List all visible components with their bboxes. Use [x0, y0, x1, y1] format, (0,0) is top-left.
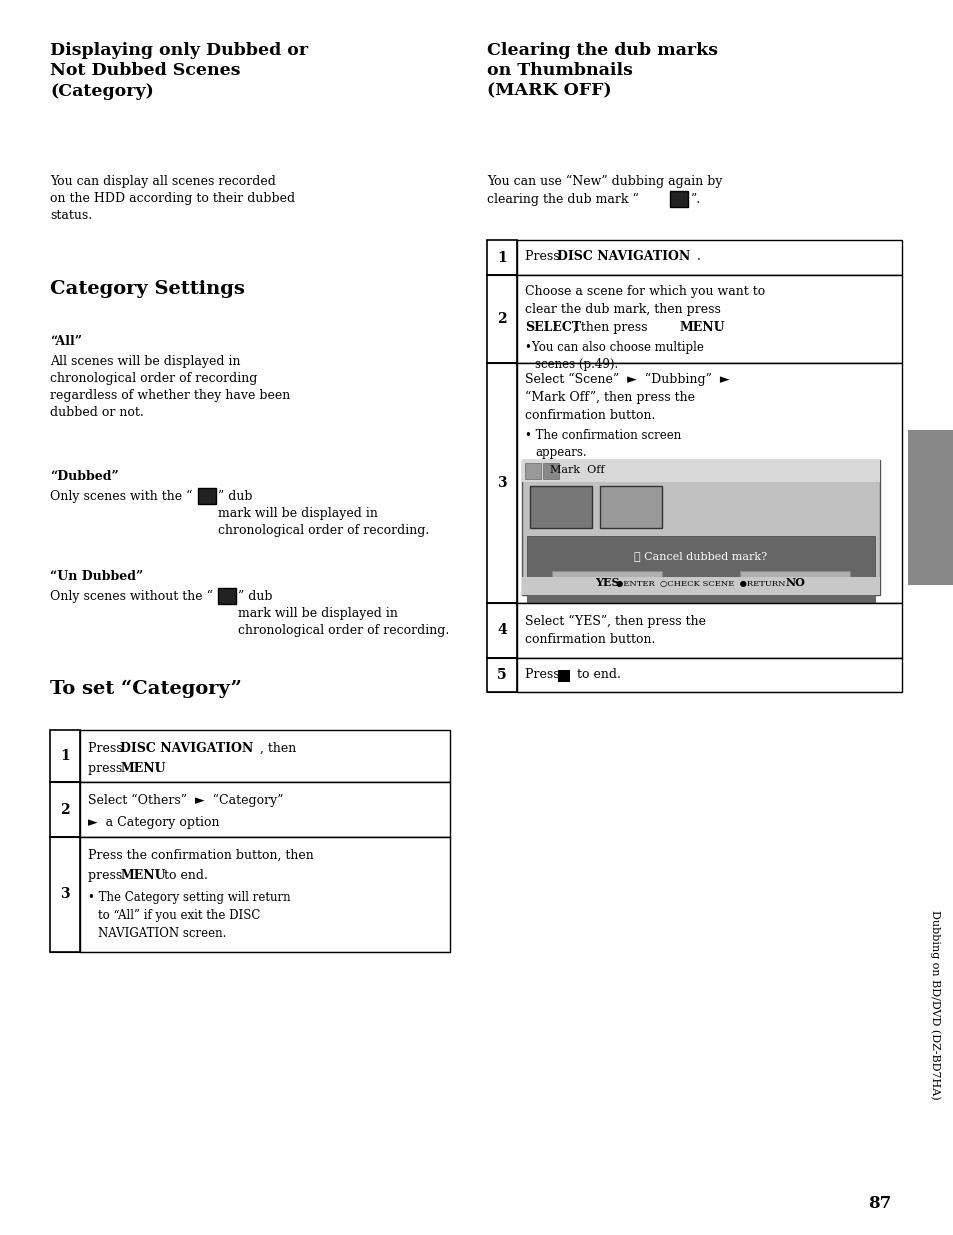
Text: ” dub
mark will be displayed in
chronological order of recording.: ” dub mark will be displayed in chronolo…: [237, 590, 449, 637]
Text: to end.: to end.: [160, 869, 208, 882]
Text: To set “Category”: To set “Category”: [50, 680, 242, 698]
Text: 1: 1: [497, 251, 506, 264]
Bar: [80, 837, 450, 952]
Bar: [80, 782, 450, 837]
Text: .: .: [718, 321, 721, 333]
Text: Select “Scene”  ►  “Dubbing”  ►: Select “Scene” ► “Dubbing” ►: [524, 373, 729, 387]
Text: Clearing the dub marks
on Thumbnails
(MARK OFF): Clearing the dub marks on Thumbnails (MA…: [486, 42, 718, 100]
Text: NAVIGATION screen.: NAVIGATION screen.: [98, 927, 226, 940]
Bar: [517, 240, 901, 275]
Text: Select “YES”, then press the: Select “YES”, then press the: [524, 615, 705, 629]
Bar: [521, 577, 879, 595]
Text: .: .: [697, 249, 700, 263]
Bar: [669, 191, 687, 207]
Bar: [558, 671, 569, 682]
Text: • The Category setting will return: • The Category setting will return: [88, 890, 291, 904]
Bar: [50, 782, 80, 837]
Bar: [552, 571, 661, 593]
Bar: [50, 730, 80, 782]
Text: Press: Press: [88, 742, 127, 755]
Text: “Mark Off”, then press the: “Mark Off”, then press the: [524, 391, 695, 404]
Text: 5: 5: [497, 668, 506, 682]
Bar: [521, 459, 879, 595]
Bar: [218, 588, 235, 604]
Bar: [486, 275, 517, 363]
Bar: [50, 837, 80, 952]
Text: • The confirmation screen: • The confirmation screen: [524, 429, 680, 442]
Bar: [486, 658, 517, 692]
Text: appears.: appears.: [535, 446, 586, 459]
Text: 1: 1: [60, 748, 70, 763]
Bar: [486, 240, 517, 275]
Bar: [486, 603, 517, 658]
Bar: [740, 571, 849, 593]
Text: scenes (p.49).: scenes (p.49).: [535, 358, 618, 370]
Text: You can display all scenes recorded
on the HDD according to their dubbed
status.: You can display all scenes recorded on t…: [50, 175, 294, 222]
Text: 4: 4: [497, 624, 506, 637]
Text: ” dub
mark will be displayed in
chronological order of recording.: ” dub mark will be displayed in chronolo…: [218, 490, 429, 537]
Text: .: .: [156, 762, 160, 776]
Text: Category Settings: Category Settings: [50, 280, 245, 298]
Text: •You can also choose multiple: •You can also choose multiple: [524, 341, 703, 354]
Text: , then: , then: [260, 742, 296, 755]
Text: Press: Press: [524, 668, 563, 680]
Text: 2: 2: [497, 312, 506, 326]
Text: clear the dub mark, then press: clear the dub mark, then press: [524, 303, 720, 316]
Text: “Dubbed”: “Dubbed”: [50, 471, 118, 483]
Text: MENU: MENU: [679, 321, 725, 333]
Text: YES: YES: [594, 577, 618, 588]
Text: 87: 87: [867, 1195, 891, 1212]
Text: DISC NAVIGATION: DISC NAVIGATION: [557, 249, 690, 263]
Bar: [80, 730, 450, 782]
Bar: [486, 363, 517, 603]
Text: Select “Others”  ►  “Category”: Select “Others” ► “Category”: [88, 794, 283, 808]
Text: ⚠ Cancel dubbed mark?: ⚠ Cancel dubbed mark?: [634, 551, 767, 561]
Text: confirmation button.: confirmation button.: [524, 634, 655, 646]
Text: ”.: ”.: [689, 193, 700, 206]
Text: “Un Dubbed”: “Un Dubbed”: [50, 571, 143, 583]
Bar: [517, 603, 901, 658]
Text: ●ENTER  ○CHECK SCENE  ●RETURN: ●ENTER ○CHECK SCENE ●RETURN: [616, 580, 785, 588]
Text: Displaying only Dubbed or
Not Dubbed Scenes
(Category): Displaying only Dubbed or Not Dubbed Sce…: [50, 42, 308, 100]
Text: DISC NAVIGATION: DISC NAVIGATION: [120, 742, 253, 755]
Bar: [907, 430, 953, 585]
Text: All scenes will be displayed in
chronological order of recording
regardless of w: All scenes will be displayed in chronolo…: [50, 354, 290, 419]
Text: MENU: MENU: [121, 869, 167, 882]
Text: press: press: [88, 869, 126, 882]
Text: NO: NO: [784, 577, 804, 588]
Text: to end.: to end.: [573, 668, 620, 680]
Text: confirmation button.: confirmation button.: [524, 409, 655, 422]
Text: 2: 2: [60, 803, 70, 816]
Text: Mark  Off: Mark Off: [550, 466, 604, 475]
Text: , then press: , then press: [573, 321, 651, 333]
Bar: [517, 658, 901, 692]
Bar: [521, 459, 879, 482]
Text: 3: 3: [60, 888, 70, 902]
Bar: [517, 275, 901, 363]
Text: to “All” if you exit the DISC: to “All” if you exit the DISC: [98, 909, 260, 923]
Text: “All”: “All”: [50, 335, 82, 348]
Text: 3: 3: [497, 475, 506, 490]
Text: Dubbing on BD/DVD (DZ-BD7HA): Dubbing on BD/DVD (DZ-BD7HA): [929, 910, 940, 1100]
Text: press: press: [88, 762, 126, 776]
Text: Choose a scene for which you want to: Choose a scene for which you want to: [524, 285, 764, 298]
Bar: [524, 463, 540, 479]
Bar: [599, 487, 661, 529]
Bar: [526, 536, 874, 608]
Bar: [198, 488, 215, 504]
Text: You can use “New” dubbing again by
clearing the dub mark “: You can use “New” dubbing again by clear…: [486, 175, 721, 205]
Text: Only scenes with the “: Only scenes with the “: [50, 490, 193, 503]
Text: Press: Press: [524, 249, 563, 263]
Text: Press the confirmation button, then: Press the confirmation button, then: [88, 848, 314, 862]
Text: Only scenes without the “: Only scenes without the “: [50, 590, 213, 603]
Text: SELECT: SELECT: [524, 321, 580, 333]
Text: MENU: MENU: [121, 762, 167, 776]
Bar: [542, 463, 558, 479]
Text: ►  a Category option: ► a Category option: [88, 816, 219, 829]
Bar: [517, 363, 901, 603]
Bar: [530, 487, 592, 529]
